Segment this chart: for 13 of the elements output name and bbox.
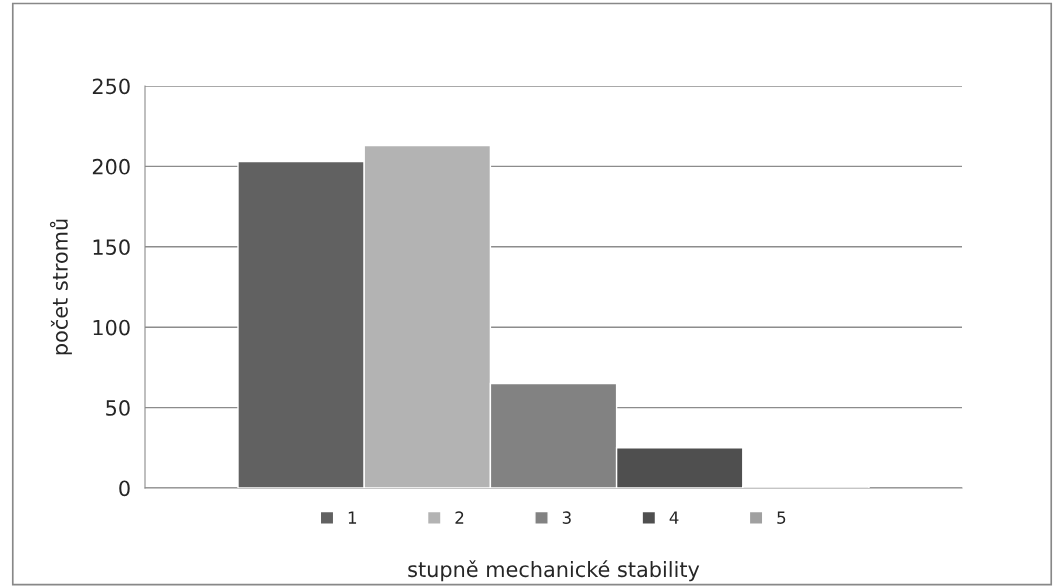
y-tick-label: 200 (92, 158, 130, 175)
y-tick-label: 100 (93, 319, 130, 336)
legend-label: 2 (455, 511, 464, 524)
y-tick-label: 0 (119, 480, 130, 497)
legend-label: 3 (562, 511, 571, 524)
legend-label: 4 (669, 511, 679, 524)
x-axis-title: stupně mechanické stability (408, 560, 700, 582)
legend-label: 5 (777, 511, 786, 524)
y-tick-label: 150 (93, 239, 130, 256)
y-axis-title: počet stromů (49, 219, 72, 355)
legend-label: 1 (348, 511, 357, 524)
y-tick-label: 250 (92, 78, 130, 95)
y-tick-label: 50 (106, 400, 130, 416)
